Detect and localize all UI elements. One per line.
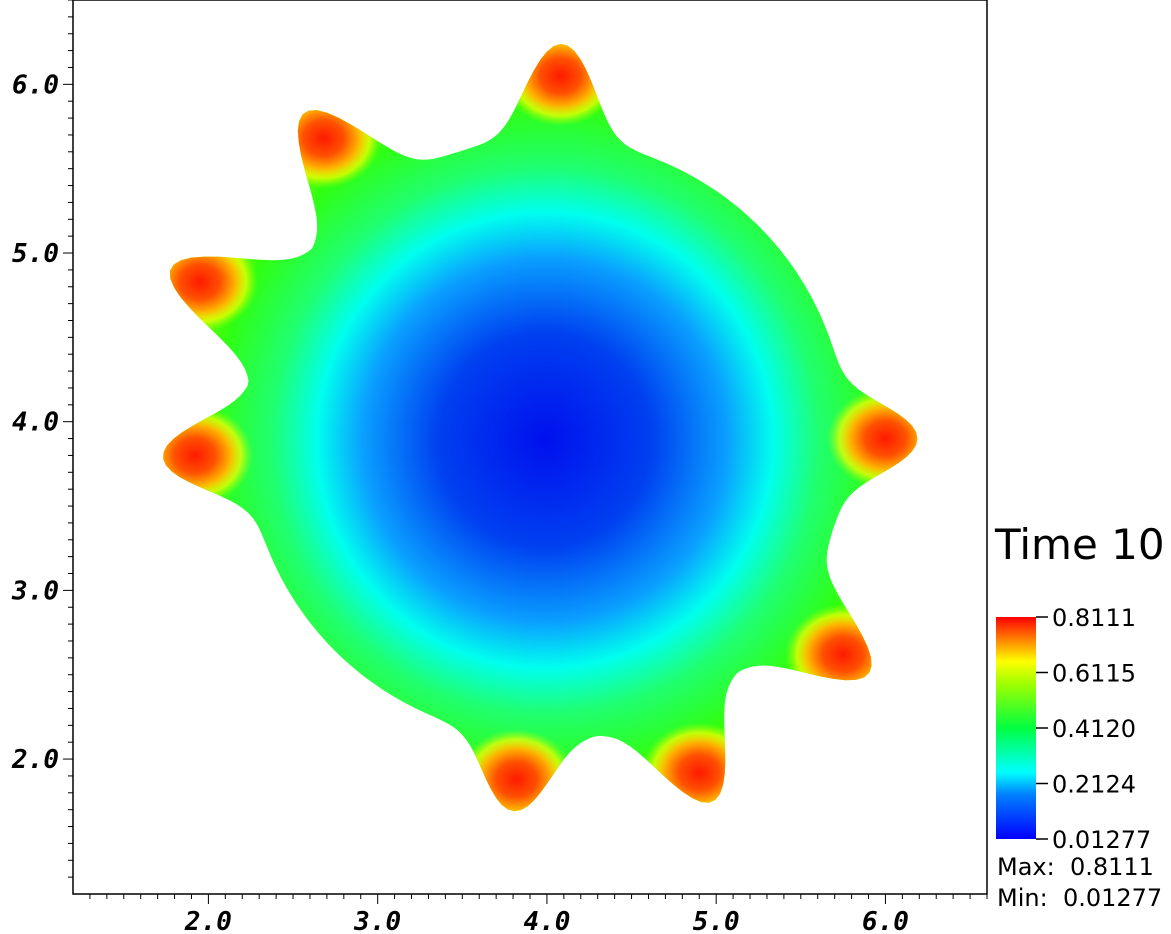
colorbar-tick-label: 0.8111 (1052, 604, 1136, 632)
y-tick-label: 2.0 (11, 745, 59, 775)
hot-spot (458, 729, 575, 812)
x-tick-label: 3.0 (353, 907, 401, 934)
hot-spot (502, 43, 619, 126)
colorbar-tick-label: 0.2124 (1052, 771, 1136, 799)
colorbar (996, 617, 1036, 839)
min-stat: Min: 0.01277 (997, 884, 1162, 912)
y-tick-label: 4.0 (12, 408, 59, 438)
hot-spot (265, 88, 382, 189)
hot-spot (785, 604, 902, 705)
hot-spot (827, 388, 918, 489)
colorbar-tick-label: 0.01277 (1052, 826, 1151, 854)
legend-title: Time 10 (995, 520, 1165, 569)
y-axis: 2.0 3.0 4.0 5.0 6.0 (11, 0, 73, 878)
min-label: Min: (997, 884, 1048, 912)
field-shape (163, 43, 918, 812)
x-tick-label: 4.0 (523, 907, 570, 934)
y-tick-label: 3.0 (11, 576, 59, 606)
min-value: 0.01277 (1062, 884, 1163, 912)
max-stat: Max: 0.8111 (997, 853, 1154, 881)
x-axis: 2.0 3.0 4.0 5.0 6.0 (89, 894, 988, 934)
colorbar-ticks: 0.8111 0.6115 0.4120 0.2124 0.01277 (1036, 604, 1151, 854)
hot-spot (163, 231, 258, 332)
colorbar-tick-label: 0.4120 (1052, 715, 1136, 743)
colorbar-tick-label: 0.6115 (1052, 660, 1136, 688)
y-tick-label: 6.0 (12, 70, 59, 100)
y-tick-label: 5.0 (12, 239, 59, 269)
x-tick-label: 2.0 (184, 907, 232, 934)
hot-spot (163, 405, 253, 506)
x-tick-label: 5.0 (693, 907, 740, 934)
field-region (163, 43, 918, 812)
hot-spot (641, 722, 758, 812)
max-value: 0.8111 (1069, 853, 1154, 881)
max-label: Max: (997, 853, 1055, 881)
x-tick-label: 6.0 (862, 907, 909, 934)
